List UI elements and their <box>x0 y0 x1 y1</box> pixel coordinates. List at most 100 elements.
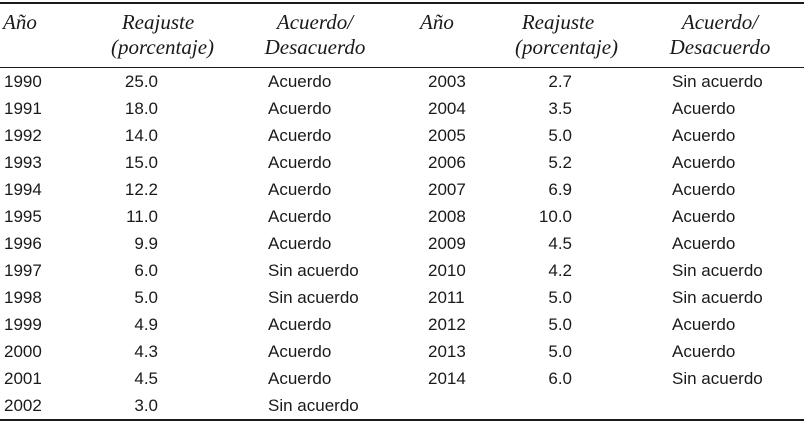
header-acuerdo-line2: Desacuerdo <box>669 35 771 59</box>
reajuste-cell-left: 3.0 <box>134 395 158 415</box>
year-cell-left: 1990 <box>4 71 42 91</box>
table-body: 1990 25.0 Acuerdo 2003 2.7 Sin acuerdo 1991 18.… <box>0 68 804 421</box>
acuerdo-cell-left: Acuerdo <box>268 368 332 388</box>
table-row: 1992 14.0 Acuerdo 2005 5.0 Acuerdo <box>0 122 804 149</box>
acuerdo-cell-right: Sin acuerdo <box>672 287 763 307</box>
table-row: 2002 3.0 Sin acuerdo <box>0 392 804 420</box>
reajuste-cell-right: 4.5 <box>548 233 572 253</box>
header-acuerdo-line2: Desacuerdo <box>264 35 366 59</box>
acuerdo-cell-right: Sin acuerdo <box>672 260 763 280</box>
reajuste-cell-left: 15.0 <box>124 152 158 172</box>
reajuste-cell-left: 18.0 <box>124 98 158 118</box>
year-cell-left: 1992 <box>4 125 42 145</box>
reajuste-cell-right: 2.7 <box>548 71 572 91</box>
reajuste-cell-right: 5.0 <box>548 314 572 334</box>
table-row: 2001 4.5 Acuerdo 2014 6.0 Sin acuerdo <box>0 365 804 392</box>
reajuste-cell-right: 10.0 <box>538 206 572 226</box>
acuerdo-cell-right: Acuerdo <box>672 98 736 118</box>
acuerdo-cell-left: Acuerdo <box>268 125 332 145</box>
table-row: 1991 18.0 Acuerdo 2004 3.5 Acuerdo <box>0 95 804 122</box>
header-year-label: Año <box>420 10 454 34</box>
column-header-acuerdo-left: Acuerdo/ Desacuerdo <box>205 3 400 68</box>
reajuste-cell-left: 14.0 <box>124 125 158 145</box>
acuerdo-cell-left: Sin acuerdo <box>268 260 359 280</box>
column-header-acuerdo-right: Acuerdo/ Desacuerdo <box>620 3 804 68</box>
reajuste-cell-right: 6.9 <box>548 179 572 199</box>
acuerdo-cell-left: Acuerdo <box>268 206 332 226</box>
year-cell-right: 2011 <box>428 287 465 307</box>
header-reajuste-line1: Reajuste <box>521 10 595 34</box>
table-header-row: Año Reajuste (porcentaje) Acuerdo/ Desac… <box>0 3 804 68</box>
acuerdo-cell-left: Acuerdo <box>268 71 332 91</box>
reajuste-cell-right: 5.0 <box>548 125 572 145</box>
year-cell-left: 2000 <box>4 341 42 361</box>
year-cell-right: 2005 <box>428 125 466 145</box>
reajuste-cell-left: 25.0 <box>124 71 158 91</box>
table-row: 1999 4.9 Acuerdo 2012 5.0 Acuerdo <box>0 311 804 338</box>
year-cell-right: 2004 <box>428 98 466 118</box>
header-reajuste-line1: Reajuste <box>121 10 195 34</box>
year-cell-left: 1999 <box>4 314 42 334</box>
table-header: Año Reajuste (porcentaje) Acuerdo/ Desac… <box>0 3 804 68</box>
table-row: 1997 6.0 Sin acuerdo 2010 4.2 Sin acuerdo <box>0 257 804 284</box>
year-cell-left: 1995 <box>4 206 42 226</box>
year-cell-left: 1997 <box>4 260 42 280</box>
header-acuerdo-line1: Acuerdo/ <box>681 10 759 34</box>
reajuste-cell-right: 5.2 <box>548 152 572 172</box>
acuerdo-cell-right: Acuerdo <box>672 233 736 253</box>
year-cell-right: 2003 <box>428 71 466 91</box>
acuerdo-cell-left: Acuerdo <box>268 314 332 334</box>
reajuste-cell-right: 4.2 <box>548 260 572 280</box>
year-cell-right: 2014 <box>428 368 466 388</box>
year-cell-left: 1991 <box>4 98 42 118</box>
acuerdo-cell-left: Acuerdo <box>268 152 332 172</box>
acuerdo-cell-left: Sin acuerdo <box>268 287 359 307</box>
year-cell-right: 2007 <box>428 179 466 199</box>
year-cell-left: 1996 <box>4 233 42 253</box>
acuerdo-cell-right: Acuerdo <box>672 341 736 361</box>
column-header-reajuste-left: Reajuste (porcentaje) <box>95 3 215 68</box>
year-cell-left: 1994 <box>4 179 42 199</box>
reajuste-cell-left: 11.0 <box>126 206 158 226</box>
acuerdo-cell-right: Acuerdo <box>672 206 736 226</box>
reajuste-cell-right: 6.0 <box>548 368 572 388</box>
reajuste-cell-left: 12.2 <box>124 179 158 199</box>
column-header-year-left: Año <box>0 3 95 68</box>
acuerdo-cell-left: Sin acuerdo <box>268 395 359 415</box>
reajuste-cell-right: 5.0 <box>548 341 572 361</box>
acuerdo-cell-left: Acuerdo <box>268 179 332 199</box>
reajuste-cell-left: 5.0 <box>134 287 158 307</box>
acuerdo-cell-left: Acuerdo <box>268 341 332 361</box>
acuerdo-cell-right: Acuerdo <box>672 152 736 172</box>
reajuste-cell-left: 9.9 <box>134 233 158 253</box>
table-row: 1990 25.0 Acuerdo 2003 2.7 Sin acuerdo <box>0 68 804 96</box>
year-cell-left: 1998 <box>4 287 42 307</box>
year-cell-right: 2009 <box>428 233 466 253</box>
reajuste-cell-left: 4.3 <box>134 341 158 361</box>
reajuste-cell-right: 3.5 <box>548 98 572 118</box>
table-row: 1996 9.9 Acuerdo 2009 4.5 Acuerdo <box>0 230 804 257</box>
column-header-year-right: Año <box>400 3 515 68</box>
acuerdo-cell-right: Sin acuerdo <box>672 71 763 91</box>
acuerdo-cell-right: Acuerdo <box>672 125 736 145</box>
year-cell-right: 2006 <box>428 152 466 172</box>
header-acuerdo-line1: Acuerdo/ <box>276 10 354 34</box>
reajuste-cell-left: 4.9 <box>134 314 158 334</box>
acuerdo-cell-right: Acuerdo <box>672 179 736 199</box>
acuerdo-cell-right <box>620 392 804 420</box>
table-row: 1993 15.0 Acuerdo 2006 5.2 Acuerdo <box>0 149 804 176</box>
table-row: 1998 5.0 Sin acuerdo 2011 5.0 Sin acuerdo <box>0 284 804 311</box>
year-cell-right: 2013 <box>428 341 466 361</box>
header-reajuste-line2: (porcentaje) <box>111 35 215 59</box>
reajuste-cell-right <box>515 392 620 420</box>
reajuste-cell-left: 4.5 <box>134 368 158 388</box>
acuerdo-cell-right: Sin acuerdo <box>672 368 763 388</box>
acuerdo-cell-right: Acuerdo <box>672 314 736 334</box>
year-cell-left: 1993 <box>4 152 42 172</box>
reajuste-cell-left: 6.0 <box>134 260 158 280</box>
header-year-label: Año <box>3 10 37 34</box>
year-cell-right: 2012 <box>428 314 466 334</box>
year-cell-right <box>400 392 515 420</box>
year-cell-left: 2002 <box>4 395 42 415</box>
